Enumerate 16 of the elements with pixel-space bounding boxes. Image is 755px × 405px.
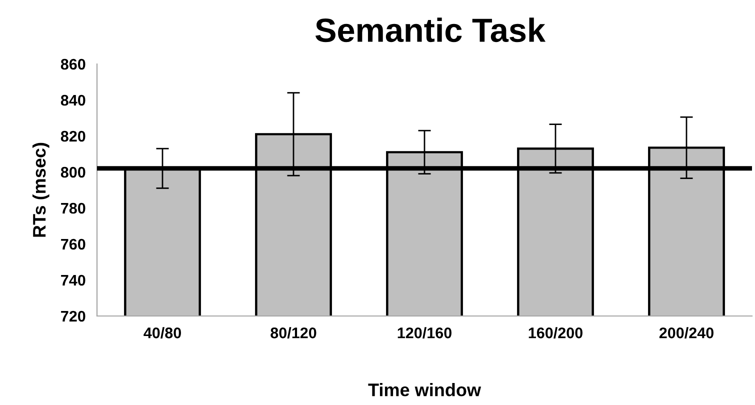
x-tick-label: 160/200 xyxy=(528,327,582,338)
y-tick-label: 820 xyxy=(60,130,86,142)
y-tick-label: 780 xyxy=(61,202,86,214)
y-tick-label: 740 xyxy=(61,274,86,286)
x-axis-title: Time window xyxy=(368,383,482,396)
y-tick-label: 720 xyxy=(61,310,86,322)
x-tick-label: 120/160 xyxy=(398,327,452,338)
x-tick-label: 200/240 xyxy=(659,327,714,338)
x-tick-label: 80/120 xyxy=(270,327,316,338)
y-axis-title: RTs (msec) xyxy=(32,142,50,237)
y-tick-label: 760 xyxy=(61,238,86,250)
y-tick-label: 800 xyxy=(60,166,86,178)
y-tick-label: 860 xyxy=(60,58,86,70)
y-tick-label: 840 xyxy=(60,94,86,106)
x-tick-label: 40/80 xyxy=(144,327,181,338)
chart-title: Semantic Task xyxy=(315,18,546,42)
